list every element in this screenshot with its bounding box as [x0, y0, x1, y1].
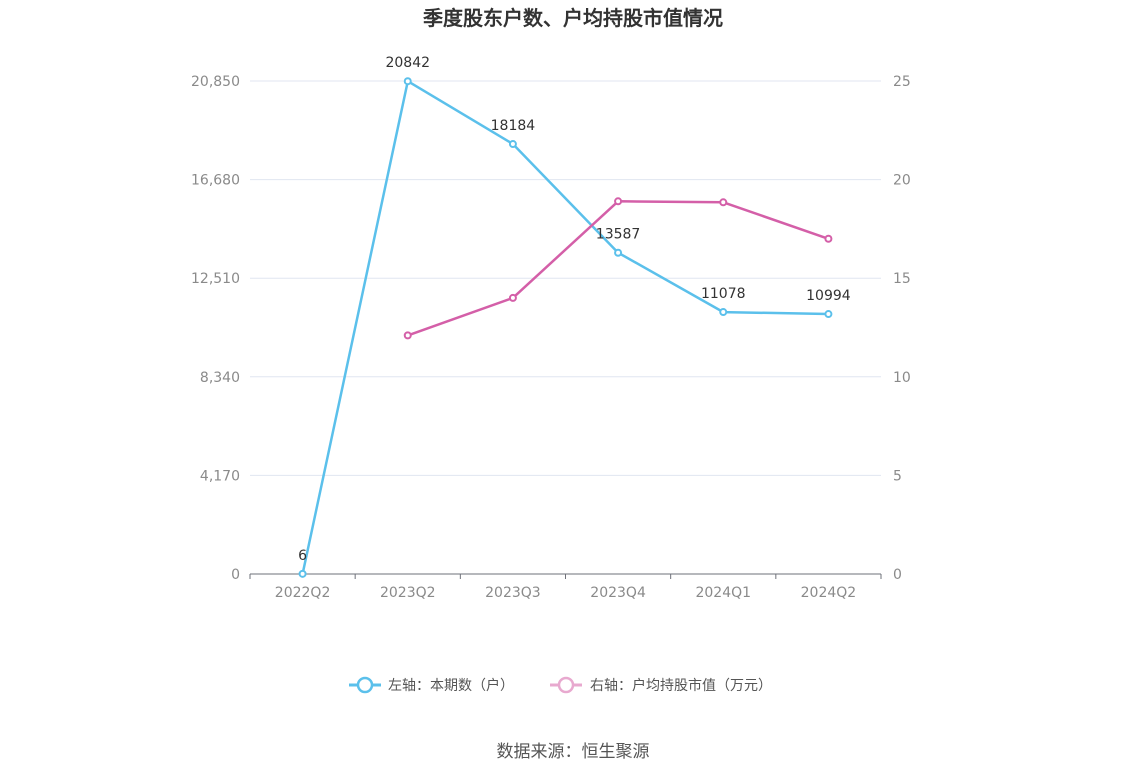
x-axis-ticks: 2022Q2 2023Q2 2023Q3 2023Q4 2024Q1 2024Q2 [249, 574, 882, 601]
series-line-right [407, 200, 829, 337]
data-point-left[interactable] [719, 308, 728, 317]
data-label: 20842 [385, 55, 430, 71]
data-point-right[interactable] [403, 331, 412, 340]
x-tick-label: 2024Q2 [801, 585, 857, 601]
data-label: 18184 [491, 118, 536, 134]
left-tick-label: 8,340 [200, 370, 240, 386]
source-text: 数据来源：恒生聚源 [497, 742, 650, 762]
data-label: 6 [298, 548, 307, 564]
data-label: 11078 [701, 286, 746, 302]
legend: 左轴：本期数（户） 右轴：户均持股市值（万元） [349, 676, 772, 694]
series-line-left [301, 79, 829, 575]
data-point-left[interactable] [298, 569, 307, 578]
grid [250, 80, 881, 476]
data-point-left[interactable] [824, 310, 833, 319]
left-tick-label: 20,850 [191, 74, 240, 90]
right-tick-label: 20 [893, 173, 911, 189]
legend-label-left: 左轴：本期数（户） [388, 677, 514, 694]
chart-title: 季度股东户数、户均持股市值情况 [422, 6, 723, 30]
x-tick-label: 2024Q1 [695, 585, 751, 601]
left-tick-label: 4,170 [200, 468, 240, 484]
left-tick-label: 12,510 [191, 271, 240, 287]
left-axis-ticks: 0 4,170 8,340 12,510 16,680 20,850 [191, 74, 240, 583]
data-point-right[interactable] [614, 197, 623, 206]
data-point-right[interactable] [508, 293, 517, 302]
data-point-left[interactable] [403, 77, 412, 86]
x-tick-label: 2023Q2 [380, 585, 436, 601]
left-tick-label: 16,680 [191, 173, 240, 189]
x-tick-label: 2022Q2 [275, 585, 331, 601]
right-axis-ticks: 0 5 10 15 20 25 [893, 74, 911, 583]
data-point-right[interactable] [719, 198, 728, 207]
legend-item-left[interactable]: 左轴：本期数（户） [349, 676, 514, 694]
series-layer [298, 77, 833, 578]
right-tick-label: 10 [893, 370, 911, 386]
data-point-right[interactable] [824, 234, 833, 243]
data-label: 13587 [596, 227, 641, 243]
x-tick-label: 2023Q3 [485, 585, 541, 601]
right-tick-label: 5 [893, 468, 902, 484]
data-point-left[interactable] [614, 248, 623, 257]
x-tick-label: 2023Q4 [590, 585, 646, 601]
data-label: 10994 [806, 288, 851, 304]
right-tick-label: 0 [893, 567, 902, 583]
data-labels: 6 20842 18184 13587 11078 10994 [298, 55, 851, 564]
right-tick-label: 25 [893, 74, 911, 90]
data-point-left[interactable] [508, 140, 517, 149]
legend-label-right: 右轴：户均持股市值（万元） [590, 677, 772, 694]
legend-item-right[interactable]: 右轴：户均持股市值（万元） [550, 676, 772, 694]
left-tick-label: 0 [231, 567, 240, 583]
right-tick-label: 15 [893, 271, 911, 287]
